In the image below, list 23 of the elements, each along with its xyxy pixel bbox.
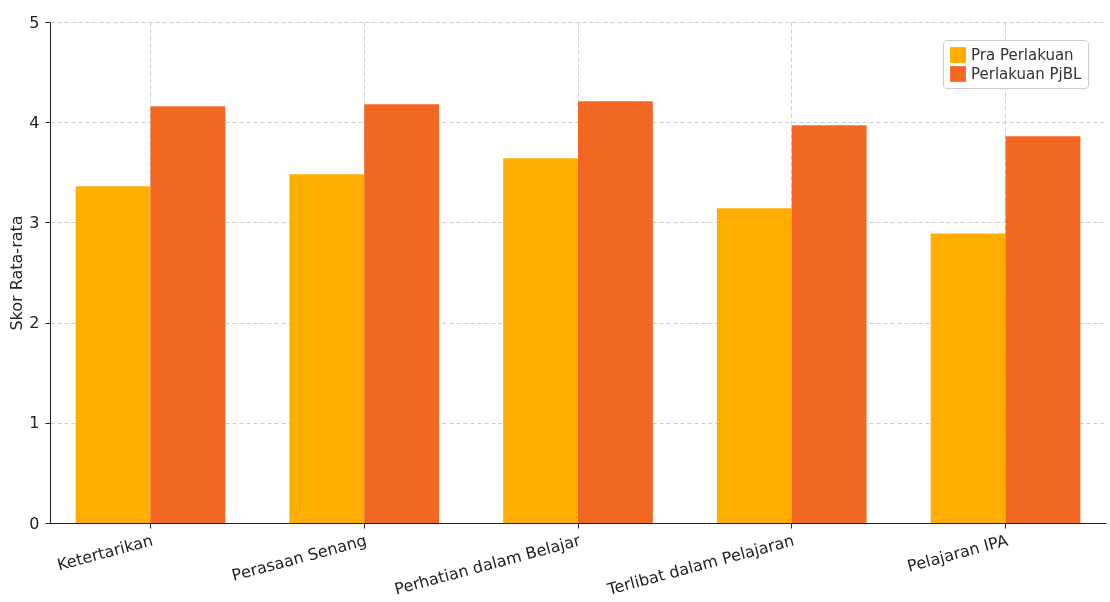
- bar: [578, 101, 653, 523]
- bar: [75, 186, 151, 523]
- x-tick-label: Pelajaran IPA: [905, 530, 1010, 576]
- legend-label: Perlakuan PjBL: [971, 65, 1082, 83]
- x-tick-label: Perasaan Senang: [229, 530, 369, 585]
- x-tick-label: Perhatian dalam Belajar: [392, 530, 583, 599]
- bar: [289, 174, 365, 523]
- bar: [364, 104, 440, 523]
- bar: [1005, 136, 1081, 523]
- y-tick-label: 4: [29, 112, 40, 132]
- y-tick-label: 2: [29, 313, 40, 333]
- x-tick-label: Terlibat dalam Pelajaran: [604, 530, 797, 600]
- y-axis-title: Skor Rata-rata: [7, 215, 27, 331]
- y-tick-label: 3: [29, 212, 40, 232]
- y-tick-label: 5: [29, 12, 40, 32]
- legend-label: Pra Perlakuan: [971, 46, 1074, 64]
- bar: [503, 158, 578, 523]
- bar: [930, 233, 1006, 523]
- y-tick-label: 1: [29, 413, 40, 433]
- bar: [791, 125, 867, 523]
- y-tick-label: 0: [29, 513, 40, 533]
- bar: [150, 106, 226, 523]
- bar: [716, 208, 792, 523]
